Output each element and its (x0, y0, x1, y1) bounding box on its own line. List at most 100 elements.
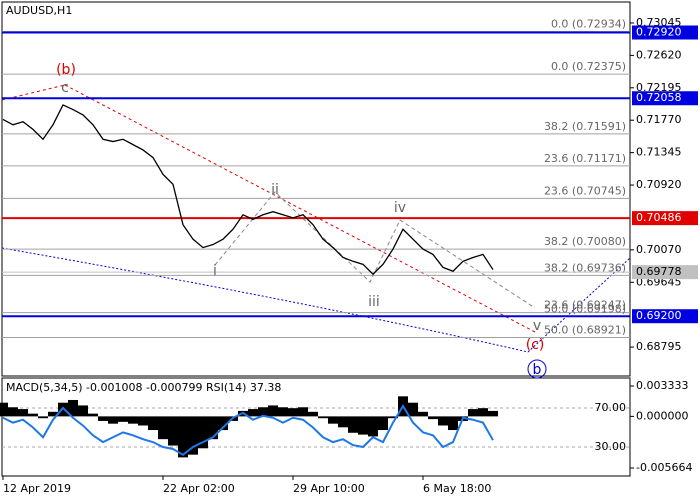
wave-line (1, 247, 631, 353)
wave-label: (b) (56, 62, 76, 78)
y-tick-label: 0.70920 (636, 178, 682, 191)
fib-label: 38.2 (0.69736) (544, 261, 626, 274)
macd-bar (248, 409, 258, 417)
y-tick-label: 0.000000 (636, 409, 689, 422)
wave-label: ii (271, 182, 279, 198)
trend-line (64, 84, 536, 333)
current-price-label: 0.69778 (636, 265, 682, 278)
macd-bar (318, 416, 328, 419)
macd-bar (408, 402, 418, 417)
indicator-panel-frame (1, 377, 631, 477)
fib-label: 0.0 (0.72934) (551, 17, 626, 30)
y-tick-label: -0.005664 (636, 461, 692, 474)
macd-bar (158, 416, 168, 440)
macd-bar (28, 413, 38, 417)
y-tick-label: 0.71770 (636, 113, 682, 126)
macd-bar (298, 407, 308, 417)
macd-bar (378, 416, 388, 431)
price-line (2, 104, 494, 276)
macd-bar (268, 405, 278, 417)
wave-label: iii (368, 294, 380, 310)
macd-bar (418, 411, 428, 417)
level-label: 0.72058 (636, 91, 682, 104)
macd-bar (368, 416, 378, 437)
macd-bar (188, 416, 198, 455)
macd-bar (308, 411, 318, 417)
level-box (632, 91, 698, 106)
macd-bar (208, 416, 218, 440)
fib-label: 0.0 (0.72375) (551, 60, 626, 73)
macd-bar (358, 416, 368, 435)
macd-bar (8, 407, 18, 417)
macd-bar (68, 399, 78, 417)
level-box (632, 211, 698, 226)
fib-label: 23.6 (0.70745) (544, 184, 626, 197)
level-label: 0.69200 (636, 309, 682, 322)
current-price-box (632, 265, 698, 280)
macd-bar (118, 416, 128, 422)
macd-bar (468, 409, 478, 417)
macd-bar (218, 416, 228, 431)
indicator-title: MACD(5,34,5) -0.001008 -0.000799 RSI(14)… (6, 381, 281, 394)
fib-label: 50.0 (0.68921) (544, 323, 626, 336)
fib-label: 23.6 (0.71171) (544, 152, 626, 165)
macd-bar (138, 416, 148, 426)
macd-bar (478, 408, 488, 417)
wave-label: iv (394, 200, 406, 216)
wave-label: v (533, 318, 541, 334)
level-box (632, 309, 698, 324)
wave-line (214, 191, 536, 309)
fib-label: 50.0 (0.69198) (544, 302, 626, 315)
macd-bar (0, 402, 8, 417)
level-box (632, 25, 698, 40)
macd-bar (18, 409, 28, 417)
macd-bar (348, 416, 358, 433)
y-tick-label: 0.68795 (636, 340, 682, 353)
x-tick-label: 6 May 18:00 (423, 482, 491, 495)
price-panel-frame (1, 1, 631, 377)
level-label: 0.72920 (636, 26, 682, 39)
macd-bar (288, 408, 298, 417)
wave-label: b (533, 362, 542, 378)
macd-bar (278, 407, 288, 417)
macd-bar (438, 416, 448, 426)
macd-bar (98, 416, 108, 421)
macd-bar (78, 405, 88, 417)
macd-bar (48, 411, 58, 417)
wave-circle (527, 359, 547, 379)
macd-bar (168, 416, 178, 446)
macd-bar (178, 416, 188, 458)
y2-tick-label: 30.00 (595, 440, 627, 453)
macd-bar (258, 407, 268, 417)
macd-bar (128, 416, 138, 424)
y-tick-label: 0.72620 (636, 48, 682, 61)
wave-label: (c) (526, 337, 545, 353)
macd-bar (328, 416, 338, 424)
wave-line (1, 84, 66, 101)
x-tick-label: 22 Apr 02:00 (163, 482, 235, 495)
macd-bar (448, 416, 458, 431)
rsi-line (2, 404, 494, 457)
macd-bar (488, 410, 498, 417)
y2-tick-label: 70.00 (595, 401, 627, 414)
fib-label: 38.2 (0.70080) (544, 235, 626, 248)
macd-bar (428, 416, 438, 420)
x-tick-label: 29 Apr 10:00 (293, 482, 365, 495)
chart-title: AUDUSD,H1 (6, 4, 72, 17)
level-label: 0.70486 (636, 211, 682, 224)
macd-bar (108, 416, 118, 424)
macd-bar (338, 416, 348, 428)
y-tick-label: 0.70070 (636, 243, 682, 256)
fib-label: 23.6 (0.69247) (544, 299, 626, 312)
macd-bar (88, 413, 98, 417)
y-tick-label: 0.71345 (636, 146, 682, 159)
fib-label: 38.2 (0.71591) (544, 120, 626, 133)
macd-bar (388, 416, 398, 419)
y-tick-label: 0.003333 (636, 379, 689, 392)
macd-bar (148, 416, 158, 431)
macd-bar (198, 416, 208, 449)
wave-label: i (213, 263, 217, 279)
x-tick-label: 12 Apr 2019 (3, 482, 71, 495)
y-tick-label: 0.72195 (636, 81, 682, 94)
